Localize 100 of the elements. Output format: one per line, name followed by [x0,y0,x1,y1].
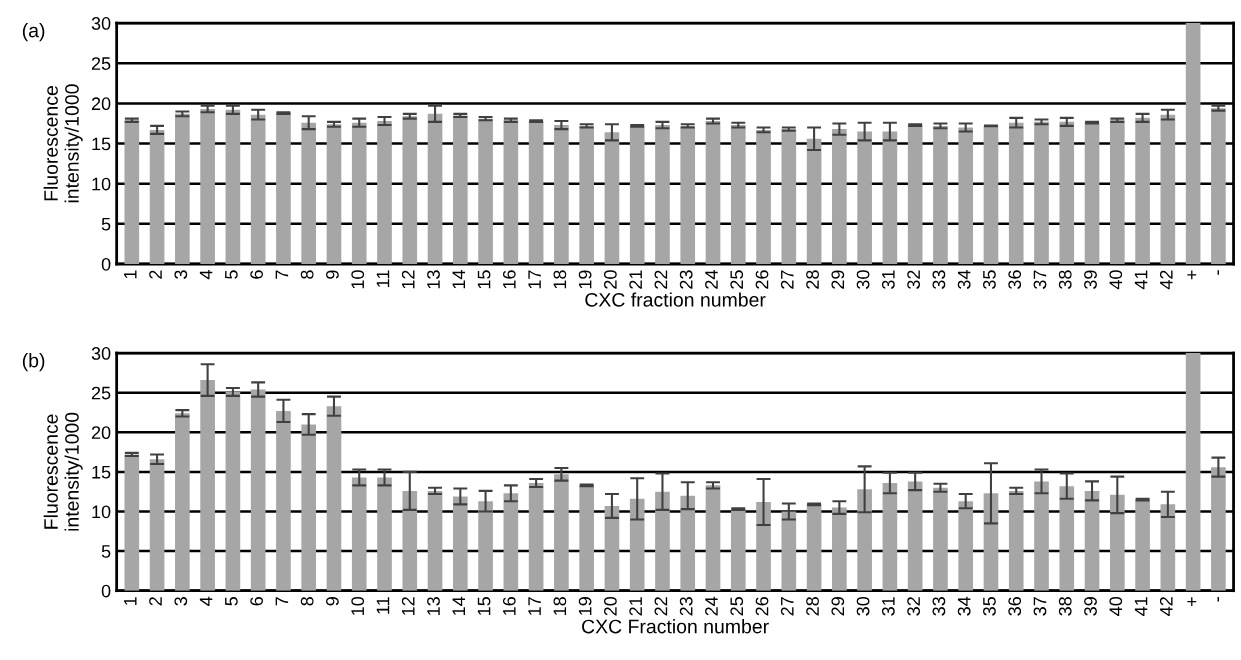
bar [402,116,418,264]
x-tick-label: 12 [401,270,415,289]
x-axis-title: CXC fraction number [585,292,766,307]
x-tick-label: + [1187,597,1197,606]
bar [1034,121,1049,264]
bar [933,487,948,591]
x-tick-label: 25 [730,270,744,289]
chart-title: (a) [22,23,45,42]
bar [1160,504,1176,591]
bar [857,489,872,591]
y-tick-label: 20 [91,426,111,440]
x-tick-label: 34 [957,270,971,289]
x-tick-label: 14 [452,270,465,289]
bar [756,129,771,264]
x-tick-label: 12 [401,597,415,615]
bar [250,114,266,264]
x-tick-label: 5 [225,270,238,279]
bar [377,477,392,591]
x-tick-label: 11 [376,270,390,287]
x-tick-label: 15 [477,270,491,289]
bar [907,125,923,264]
x-tick-label: 9 [326,597,339,606]
bar [301,122,317,264]
bar [730,509,746,591]
y-tick-label: 25 [91,57,111,70]
bar [1135,499,1150,591]
y-tick-label: 0 [101,257,111,271]
bar [579,485,594,591]
bar [958,501,974,591]
bar [730,125,746,264]
bar [554,474,569,591]
bar [1059,486,1075,591]
y-tick-label: 20 [91,97,111,111]
x-tick-label: 31 [881,270,895,289]
y-tick-label: 5 [101,545,111,558]
bar [326,124,342,264]
x-tick-label: 41 [1134,270,1148,290]
x-tick-label: 26 [755,597,769,616]
x-tick-label: 16 [502,597,516,615]
bar [882,131,898,264]
bar [351,477,367,591]
x-tick-label: 39 [1084,597,1097,616]
y-axis-title: Fluorescence intensity/1000 [43,84,83,203]
x-tick-label: 29 [831,597,845,616]
bar [452,496,468,591]
x-tick-label: 6 [250,270,264,279]
bar [1160,114,1176,264]
x-tick-label: 19 [578,270,592,289]
y-tick-label: 30 [91,17,111,30]
bar [1109,120,1125,264]
bar [250,389,266,591]
bar [1059,121,1075,264]
bar [175,413,190,591]
bar [1185,353,1201,591]
bar [200,109,215,264]
bar [680,495,696,591]
bar [326,406,342,591]
x-tick-label: 20 [603,270,617,289]
x-tick-label: 35 [983,270,996,289]
bar [149,129,165,264]
x-tick-label: 30 [856,596,870,616]
x-tick-label: 17 [528,597,541,615]
bar [781,511,797,591]
x-tick-label: 1 [124,597,137,605]
bar [301,424,317,591]
x-tick-label: 35 [983,597,996,616]
x-tick-label: 18 [553,270,567,289]
x-tick-label: 27 [780,270,794,289]
bar [503,493,519,591]
bar [806,504,822,591]
x-tick-label: 9 [326,270,339,279]
bar [857,131,872,264]
x-tick-label: 33 [932,270,946,289]
x-tick-label: 19 [578,597,592,615]
x-tick-label: 2 [149,597,162,606]
bar [958,127,974,264]
x-tick-label: 21 [629,597,642,616]
bar [200,380,215,591]
bar [1135,117,1150,264]
bar [680,125,696,264]
x-tick-label: - [1217,597,1219,602]
x-tick-label: 23 [679,597,693,616]
bar [427,113,443,264]
bar [503,120,519,264]
x-tick-label: 27 [780,597,794,616]
y-tick-label: 30 [91,347,111,360]
bar [276,113,291,264]
bar [554,125,569,264]
bar [452,115,468,264]
x-tick-label: 4 [199,270,213,280]
x-tick-label: 21 [629,270,642,289]
x-tick-label: 10 [351,596,365,615]
x-tick-label: 41 [1134,597,1148,616]
bar [1109,494,1125,591]
bar [983,125,999,264]
x-tick-label: 30 [856,270,870,289]
y-tick-label: 15 [92,137,111,151]
bar [528,121,544,264]
bar [478,118,493,264]
x-tick-label: 36 [1008,270,1022,289]
